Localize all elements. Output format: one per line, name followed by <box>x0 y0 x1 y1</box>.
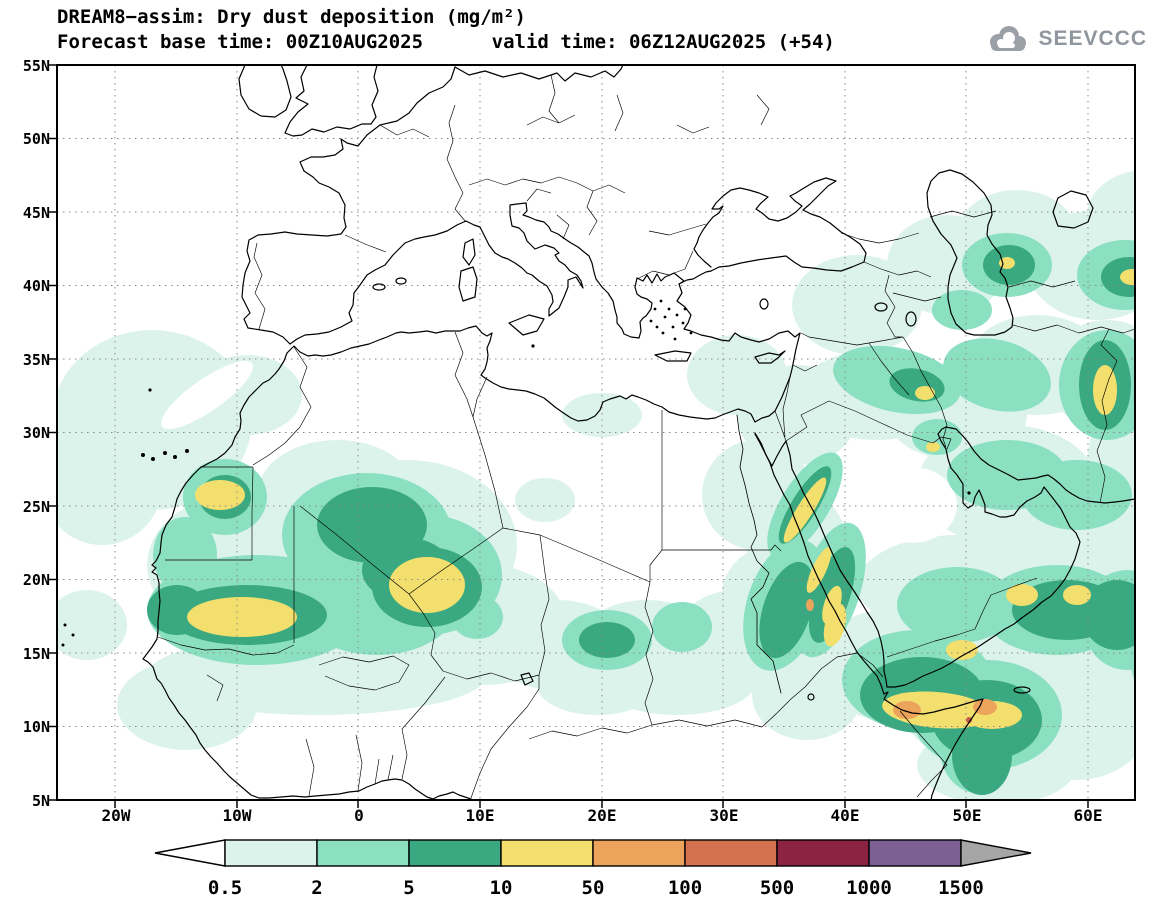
dust-contour-holes <box>161 360 957 543</box>
colorbar-label: 10 <box>490 877 513 899</box>
lat-tick-label: 45N <box>22 204 50 222</box>
lon-tick-label: 20E <box>587 806 617 825</box>
lat-tick-label: 55N <box>22 57 50 75</box>
colorbar-segment-100-500 <box>684 839 778 867</box>
lat-tick-label: 5N <box>31 792 50 810</box>
colorbar-label: 2 <box>311 877 322 899</box>
lat-tick-label: 15N <box>22 645 50 663</box>
colorbar-label: 100 <box>668 877 702 899</box>
colorbar-segment-10-50 <box>500 839 594 867</box>
cloud-icon <box>990 26 1027 51</box>
dust-contour-fill-level-50 <box>806 599 997 719</box>
colorbar-segment-2-5 <box>316 839 410 867</box>
colorbar-arrow-left <box>154 839 226 867</box>
coastlines <box>142 65 1135 800</box>
logo-text: SEEVCCC <box>1038 27 1147 50</box>
graticule <box>57 65 1135 800</box>
colorbar-segment-50-100 <box>592 839 686 867</box>
lon-tick-label: 40E <box>830 806 860 825</box>
colorbar-segment-5-10 <box>408 839 502 867</box>
lat-tick-label: 50N <box>22 130 50 148</box>
colorbar-label: 1500 <box>938 877 984 899</box>
seevccc-logo: SEEVCCC <box>984 24 1147 54</box>
axis-ticks <box>49 64 1089 808</box>
dust-contour-fill-level-100 <box>966 717 972 723</box>
lat-tick-label: 10N <box>22 718 50 736</box>
lon-tick-label: 20W <box>101 806 131 825</box>
lon-tick-label: 30E <box>709 806 739 825</box>
colorbar-label: 500 <box>760 877 794 899</box>
colorbar-arrow-right <box>960 839 1032 867</box>
lon-tick-label: 10W <box>222 806 252 825</box>
colorbar-segment-500-1000 <box>776 839 870 867</box>
lat-tick-label: 40N <box>22 277 50 295</box>
lat-tick-label: 25N <box>22 498 50 516</box>
island-dots <box>61 299 971 647</box>
country-borders <box>157 74 1135 799</box>
lat-tick-label: 20N <box>22 571 50 589</box>
map-canvas <box>49 64 1136 808</box>
colorbar-label: 0.5 <box>208 877 242 899</box>
lat-tick-label: 30N <box>22 424 50 442</box>
colorbar-segment-1000-1500 <box>868 839 962 867</box>
colorbar-label: 50 <box>582 877 605 899</box>
chart-title: DREAM8−assim: Dry dust deposition (mg/m²… <box>57 6 526 28</box>
colorbar-segment-0.5-2 <box>224 839 318 867</box>
colorbar-label: 5 <box>403 877 414 899</box>
colorbar-legend: 0.5 2 5 10 50 100 500 1000 1500 <box>154 839 1032 899</box>
chart-subtitle: Forecast base time: 00Z10AUG2025 valid t… <box>57 31 835 53</box>
lon-tick-label: 0 <box>354 806 364 825</box>
lon-tick-label: 10E <box>465 806 495 825</box>
lon-tick-label: 50E <box>952 806 982 825</box>
map-frame <box>56 64 1136 801</box>
lat-tick-label: 35N <box>22 351 50 369</box>
colorbar-label: 1000 <box>846 877 892 899</box>
lon-tick-label: 60E <box>1073 806 1103 825</box>
